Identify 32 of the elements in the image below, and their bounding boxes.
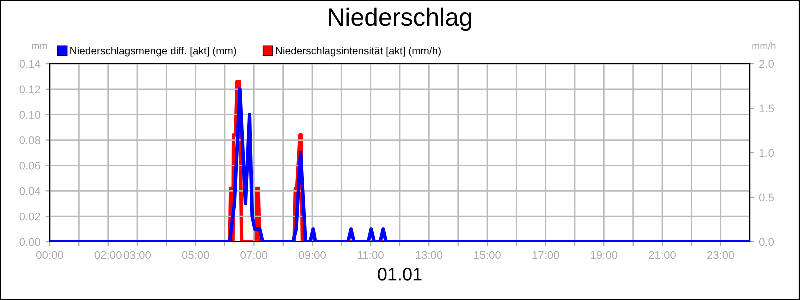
- x-tick-label: 07:00: [240, 251, 268, 260]
- legend-label: Niederschlagsintensität [akt] (mm/h): [276, 47, 441, 57]
- y2-tick-label: 1.5: [760, 104, 774, 113]
- x-tick-label: 17:00: [532, 251, 560, 260]
- x-tick-label: 03:00: [124, 251, 151, 260]
- y-tick-label: 0.00: [20, 238, 41, 246]
- x-tick-label: 19:00: [591, 251, 618, 260]
- y-tick-label: 0.08: [20, 136, 40, 144]
- y-tick-label: 0.06: [20, 162, 40, 170]
- y2-tick-label: 1.0: [760, 149, 774, 158]
- y-tick-label: 0.12: [20, 86, 40, 94]
- x-tick-label: 02:00: [94, 251, 122, 260]
- chart-title: Niederschlag: [329, 8, 472, 32]
- y2-tick-label: 0.5: [759, 194, 774, 202]
- y-tick-label: 0.10: [20, 111, 41, 119]
- x-tick-label: 21:00: [649, 251, 676, 260]
- x-tick-label: 09:00: [299, 251, 326, 260]
- x-tick-label: 05:00: [182, 251, 210, 260]
- y-axis-title: mm: [32, 44, 48, 50]
- legend-label: Niederschlagsmenge diff. [akt] (mm): [70, 47, 236, 57]
- y2-tick-label: 2.0: [760, 60, 774, 68]
- x-tick-label: 00:00: [36, 251, 64, 260]
- x-tick-label: 15:00: [474, 251, 501, 260]
- y-tick-label: 0.02: [20, 212, 40, 221]
- x-tick-label: 23:00: [707, 251, 734, 260]
- x-tick-label: 13:00: [416, 251, 443, 260]
- x-tick-label: 11:00: [358, 251, 384, 260]
- y2-tick-label: 0.0: [759, 238, 774, 246]
- x-axis-title: 01.01: [378, 268, 422, 281]
- y-tick-label: 0.04: [20, 187, 41, 196]
- y2-axis-title: mm/h: [752, 42, 776, 50]
- y-tick-label: 0.14: [20, 60, 41, 68]
